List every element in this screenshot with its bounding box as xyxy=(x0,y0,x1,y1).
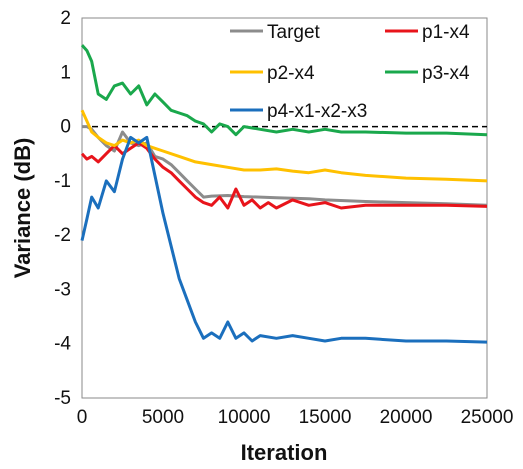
x-tick-label: 0 xyxy=(77,407,88,428)
legend-label-p4-x1-x2-x3: p4-x1-x2-x3 xyxy=(267,101,367,122)
legend-label-p3-x4: p3-x4 xyxy=(422,63,470,84)
y-tick-label: -5 xyxy=(54,388,71,409)
y-axis-ticks: -5 -4 -3 -2 -1 0 1 2 xyxy=(54,8,71,409)
series-line-p3-x4 xyxy=(80,44,488,137)
x-tick-label: 5000 xyxy=(142,407,184,428)
x-tick-label: 25000 xyxy=(461,407,514,428)
legend-label-target: Target xyxy=(267,22,321,43)
y-tick-label: 2 xyxy=(60,8,71,29)
y-tick-label: 0 xyxy=(60,117,71,138)
y-tick-label: -3 xyxy=(54,279,71,300)
x-axis-label: Iteration xyxy=(241,440,328,465)
series-line-p2-x4 xyxy=(80,109,488,183)
series-line-p4-x1-x2-x3 xyxy=(80,135,488,344)
legend-label-p1-x4: p1-x4 xyxy=(422,22,470,43)
series-layer xyxy=(80,44,488,344)
x-axis-ticks: 0 5000 10000 15000 20000 25000 xyxy=(77,407,514,428)
y-axis-label: Variance (dB) xyxy=(10,138,35,279)
x-tick-label: 10000 xyxy=(218,407,271,428)
series-line-p1-x4 xyxy=(80,141,488,210)
y-tick-label: 1 xyxy=(60,62,71,83)
x-tick-label: 15000 xyxy=(299,407,352,428)
x-tick-label: 20000 xyxy=(380,407,433,428)
y-tick-label: -2 xyxy=(54,225,71,246)
legend: Target p1-x4 p2-x4 p3-x4 p4-x1-x2-x3 xyxy=(230,22,470,122)
legend-label-p2-x4: p2-x4 xyxy=(267,63,315,84)
plot-area-frame xyxy=(81,17,488,399)
y-tick-label: -1 xyxy=(54,171,71,192)
y-tick-label: -4 xyxy=(54,334,71,355)
